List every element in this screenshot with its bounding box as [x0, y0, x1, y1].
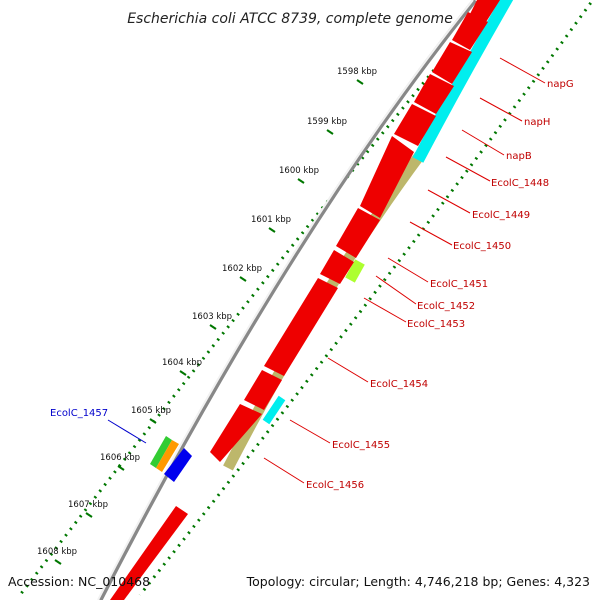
- gene-arrow: [336, 208, 380, 258]
- gene-label: EcolC_1451: [430, 279, 488, 290]
- gene-label: EcolC_1450: [453, 241, 511, 252]
- tick-label: 1603 kbp: [192, 312, 232, 322]
- gene-arrow: [470, 0, 500, 22]
- ecolc-1457-genes: [150, 436, 192, 482]
- gene-arrow: [360, 136, 414, 218]
- genome-backbone: [97, 0, 477, 600]
- tick-label: 1606 kbp: [100, 453, 140, 463]
- leader-line-blue: [107, 419, 147, 444]
- gene-label: EcolC_1455: [332, 440, 390, 451]
- gene-label-ecolc-1457: EcolC_1457: [50, 408, 108, 419]
- tick-label: 1607 kbp: [68, 500, 108, 510]
- accession-text: Accession: NC_010468: [8, 574, 150, 589]
- tick-label: 1604 kbp: [162, 358, 202, 368]
- gene-blue: [164, 448, 192, 482]
- tick-label: 1600 kbp: [279, 166, 319, 176]
- gene-label: EcolC_1454: [370, 379, 428, 390]
- genome-summary-text: Topology: circular; Length: 4,746,218 bp…: [246, 574, 590, 589]
- inner-tick-ring: [138, 0, 595, 596]
- gene-arrow: [452, 12, 488, 50]
- tick-marks: [54, 79, 364, 565]
- genome-title: Escherichia coli ATCC 8739, complete gen…: [127, 11, 453, 27]
- gene-arrow: [432, 42, 472, 84]
- forward-genes: [110, 0, 500, 600]
- gene-labels: napG napH napB EcolC_1448 EcolC_1449 Eco…: [50, 79, 574, 491]
- gene-arrow: [320, 250, 354, 284]
- gene-arrow: [264, 278, 338, 376]
- tick-label: 1608 kbp: [37, 547, 77, 557]
- gene-arrow: [210, 404, 262, 462]
- gene-orange: [156, 440, 179, 472]
- gene-label: EcolC_1453: [407, 319, 465, 330]
- tick-label: 1599 kbp: [307, 117, 347, 127]
- tick-label: 1598 kbp: [337, 67, 377, 77]
- leader-lines: [263, 57, 546, 484]
- gene-block-napghb: [412, 0, 514, 163]
- tick-label: 1602 kbp: [222, 264, 262, 274]
- tick-label: 1601 kbp: [251, 215, 291, 225]
- gene-label: EcolC_1448: [491, 178, 549, 189]
- gene-arrow: [110, 506, 188, 600]
- gene-label: EcolC_1449: [472, 210, 530, 221]
- gene-arrow: [414, 74, 454, 114]
- tick-labels: 1598 kbp 1599 kbp 1600 kbp 1601 kbp 1602…: [37, 67, 377, 557]
- gene-arrow: [244, 370, 282, 410]
- backbone-highlight: [97, 0, 474, 600]
- gene-label: napB: [506, 151, 532, 162]
- gene-label: napG: [547, 79, 574, 90]
- gene-block-khaki: [223, 151, 425, 471]
- gene-label: EcolC_1456: [306, 480, 364, 491]
- gene-label: napH: [524, 117, 550, 128]
- gene-arrow: [394, 104, 436, 146]
- gene-green: [150, 436, 172, 468]
- gene-block-ecolc-1455: [262, 395, 286, 425]
- gene-label: EcolC_1452: [417, 301, 475, 312]
- gene-block-ecolc-1451: [345, 259, 365, 283]
- tick-label: 1605 kbp: [131, 406, 171, 416]
